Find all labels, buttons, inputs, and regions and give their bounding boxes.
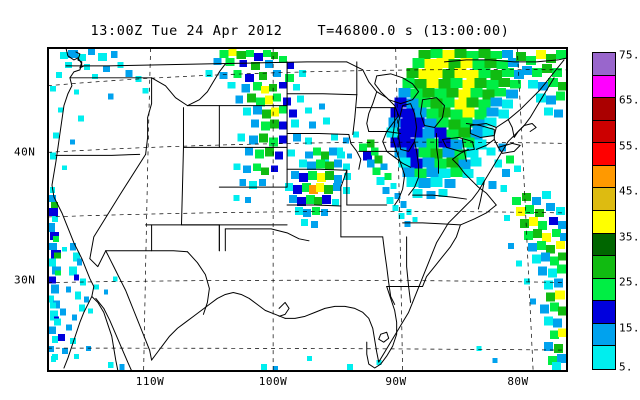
gulf-coastline: [151, 291, 286, 361]
ms-al-border: [406, 236, 412, 303]
nd-sd-border: [286, 93, 358, 96]
il-in-border: [408, 140, 420, 196]
precip-northern-rockies: [205, 48, 359, 204]
lake-okeechobee: [378, 331, 390, 343]
ne-ks-border: [286, 168, 348, 171]
x-tick-label-1: 100W: [258, 375, 288, 388]
ok-tx-border: [224, 228, 310, 242]
lake-huron: [420, 97, 445, 129]
chesapeake-bay: [477, 180, 485, 210]
nv-ut-border: [180, 107, 184, 226]
precipitation-field: [48, 48, 567, 371]
colorbar: [592, 52, 616, 370]
ok-ks-east: [340, 169, 348, 207]
colorbar-band-20: [593, 301, 615, 324]
colorbar-band-50: [593, 165, 615, 189]
va-wv-md-line: [451, 148, 473, 182]
colorbar-band-15: [593, 323, 615, 347]
colorbar-band-25: [593, 278, 615, 302]
plot-title: 13:00Z Tue 24 Apr 2012 T=46800.0 s (13:0…: [90, 23, 510, 39]
ga-sc-border: [422, 224, 461, 288]
baja-california: [91, 295, 119, 371]
precip-nebraska-iowa-band: [285, 147, 351, 228]
ca-az-border: [89, 250, 107, 268]
colorbar-band-55: [593, 143, 615, 166]
map-panel: [47, 47, 568, 372]
puget-sound-detail: [75, 51, 85, 69]
ny-vt-nh-line: [507, 119, 525, 138]
colorbar-tick-label-4: 35.: [619, 230, 640, 244]
colorbar-band-65: [593, 98, 615, 121]
graticule: [48, 48, 567, 371]
canada-ne-boundary: [443, 57, 567, 63]
cape-cod: [523, 123, 537, 132]
tn-ms-al-ga-line: [402, 222, 461, 226]
colorbar-band-60: [593, 120, 615, 144]
tx-interior-scatter: [186, 251, 210, 315]
florida-peninsula: [284, 305, 380, 363]
colorbar-tick-label-7: 5.: [619, 360, 633, 374]
mo-il-border: [394, 150, 406, 206]
colorbar-band-30: [593, 256, 615, 279]
oh-pa-border: [461, 138, 467, 162]
ia-il-border: [392, 107, 398, 152]
map-geography: [51, 48, 567, 371]
sc-nc-border: [459, 204, 497, 226]
colorbar-tick-label-5: 25.: [619, 275, 640, 289]
colorbar-band-40: [593, 210, 615, 234]
y-tick-label-0: 40N: [14, 145, 36, 159]
la-ms-border: [382, 236, 396, 305]
long-island: [497, 142, 521, 154]
precip-california-coast: [48, 187, 118, 363]
lake-erie: [441, 136, 475, 152]
id-wa-or-border: [145, 77, 153, 155]
precip-pacific-northwest: [49, 48, 149, 171]
id-wy-border: [182, 105, 220, 148]
colorbar-tick-label-6: 15.: [619, 321, 640, 335]
wi-il-border: [368, 130, 402, 134]
colorbar-band-45: [593, 188, 615, 211]
y-tick-label-1: 30N: [14, 273, 36, 287]
great-lakes-boundary: [346, 61, 412, 168]
ny-pa-nj-line: [493, 138, 499, 148]
colorbar-tick-label-3: 45.: [619, 184, 640, 198]
gulf-of-california: [95, 297, 133, 371]
lake-superior: [374, 73, 420, 105]
rio-grande: [105, 250, 153, 361]
lake-michigan: [398, 103, 418, 152]
colorbar-tick-label-2: 55.: [619, 139, 640, 153]
florida-east-coast: [366, 286, 398, 369]
sd-ne-border: [286, 132, 350, 135]
colorbar-band-75: [593, 53, 615, 76]
precip-atlantic-offshore: [504, 191, 567, 371]
pa-ny-border: [465, 123, 495, 150]
ne-ia-border: [348, 133, 362, 170]
mississippi-delta: [278, 301, 290, 317]
colorbar-tick-label-1: 65.: [619, 93, 640, 107]
colorbar-tick-label-0: 75.: [619, 48, 640, 62]
st-lawrence-border: [495, 59, 565, 129]
colorbar-band-10: [593, 346, 615, 369]
us-canada-border-west: [65, 61, 348, 67]
pacific-coastline: [51, 48, 95, 369]
nc-va-border: [471, 180, 497, 206]
colorbar-band-35: [593, 233, 615, 257]
colorbar-band-70: [593, 75, 615, 99]
ks-ok-border: [286, 204, 342, 207]
us-mexico-border: [105, 250, 188, 253]
x-tick-label-0: 110W: [135, 375, 165, 388]
map-canvas: [48, 48, 567, 371]
precip-texas-gulf: [49, 302, 498, 371]
mn-wi-border: [366, 91, 378, 132]
ca-nv-border: [89, 153, 147, 260]
x-tick-label-2: 90W: [385, 375, 407, 388]
or-ca-border: [55, 153, 141, 156]
ky-tn-border: [412, 194, 467, 200]
x-tick-label-3: 80W: [507, 375, 529, 388]
id-mt-border: [151, 63, 226, 107]
in-oh-border: [436, 132, 439, 174]
sd-mn-ia-border: [352, 94, 358, 135]
